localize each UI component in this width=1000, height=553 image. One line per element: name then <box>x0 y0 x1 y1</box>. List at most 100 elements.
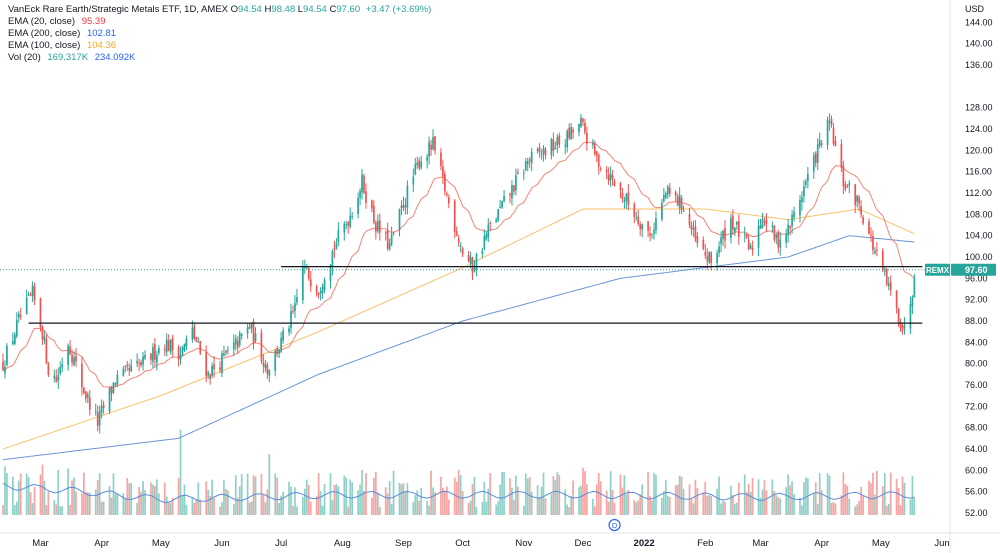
volume-bar <box>61 506 64 515</box>
candle-body <box>250 323 253 329</box>
volume-bar <box>19 473 22 515</box>
candle <box>564 139 567 155</box>
volume-bar <box>27 477 30 515</box>
legend-ema200[interactable]: EMA (200, close) 102.81 <box>8 28 431 40</box>
candle-body <box>830 119 833 125</box>
candle-body <box>475 253 478 271</box>
volume-bar <box>639 494 642 515</box>
volume-bar <box>735 502 738 515</box>
volume-bar <box>734 503 736 515</box>
candle-body <box>343 223 346 233</box>
candle-body <box>556 137 559 146</box>
legend-volume-value: 169.317K <box>47 52 89 63</box>
candle-body <box>236 340 239 348</box>
candle-body <box>820 142 823 146</box>
candle-body <box>400 205 403 208</box>
candle-body <box>734 227 736 233</box>
candle <box>280 331 283 354</box>
candle <box>163 344 166 356</box>
candle-body <box>668 187 671 195</box>
volume-bar <box>909 499 912 515</box>
candle <box>554 141 557 150</box>
candle <box>895 290 898 314</box>
support-lines[interactable] <box>28 266 923 324</box>
candle <box>335 238 338 250</box>
candle-body <box>582 118 584 122</box>
candle-body <box>29 294 32 296</box>
legend-volume[interactable]: Vol (20) 169.317K 234.092K <box>8 52 431 64</box>
candle <box>826 116 829 150</box>
candle <box>591 139 594 149</box>
candle <box>524 157 527 171</box>
candle-body <box>801 197 803 203</box>
candle <box>240 332 243 340</box>
candle-body <box>98 410 101 426</box>
candle <box>420 155 423 170</box>
candle-body <box>440 152 442 167</box>
candle <box>75 347 77 368</box>
candle-body <box>694 226 697 239</box>
candle <box>169 339 172 355</box>
candle-body <box>114 383 117 385</box>
candle-body <box>75 355 77 362</box>
time-tick-label: Oct <box>455 538 470 549</box>
volume-bar <box>597 472 600 515</box>
candle-body <box>633 204 636 217</box>
volume-bar <box>536 485 539 515</box>
volume-bar <box>81 493 83 515</box>
volume-bar <box>578 487 580 515</box>
volume-bar <box>483 481 486 515</box>
volume-bar <box>335 483 338 515</box>
candle-body <box>775 234 778 238</box>
candle-body <box>88 397 91 410</box>
candle <box>156 350 158 371</box>
candle-body <box>138 363 140 365</box>
candle-body <box>83 387 85 394</box>
volume-bar <box>710 496 713 515</box>
legend-ema100[interactable]: EMA (100, close) 104.36 <box>8 40 431 52</box>
volume-bar <box>580 485 582 515</box>
volume-bar <box>552 475 555 515</box>
candle <box>517 168 519 175</box>
volume-bar <box>262 494 265 515</box>
candle-body <box>495 219 498 222</box>
price-tick-label: 112.00 <box>965 188 992 198</box>
volume-bar <box>157 493 160 515</box>
candle-body <box>266 364 269 375</box>
volume-bar <box>509 478 511 515</box>
candle-body <box>544 149 547 156</box>
candle <box>264 359 267 372</box>
candle-body <box>901 325 904 331</box>
volume-bar <box>747 483 750 515</box>
volume-bar <box>816 504 819 515</box>
candle-body <box>842 165 845 187</box>
candle-body <box>501 200 503 208</box>
volume-ma-line <box>2 482 915 504</box>
candle <box>199 340 202 356</box>
candle <box>692 220 695 238</box>
candle <box>834 135 837 147</box>
candle-body <box>278 349 281 354</box>
candle <box>114 382 117 387</box>
candle <box>487 218 490 243</box>
time-tick-label: Mar <box>752 538 768 549</box>
candle-body <box>323 280 326 290</box>
volume-bar <box>102 501 105 515</box>
volume-bar <box>775 495 778 515</box>
legend-ema20[interactable]: EMA (20, close) 95.39 <box>8 16 431 28</box>
candle-body <box>2 361 4 371</box>
volume-bar <box>749 491 752 515</box>
volume-bar <box>47 491 50 515</box>
volume-bar <box>126 478 129 515</box>
candle <box>704 243 707 259</box>
candle-body <box>248 327 251 329</box>
candle-body <box>418 160 421 169</box>
symbol-tag-bg <box>925 263 950 276</box>
volume-bar <box>732 494 734 515</box>
volume-bar <box>513 499 515 515</box>
volume-bar <box>706 495 709 515</box>
candle-body <box>193 325 196 339</box>
candle <box>219 361 221 374</box>
